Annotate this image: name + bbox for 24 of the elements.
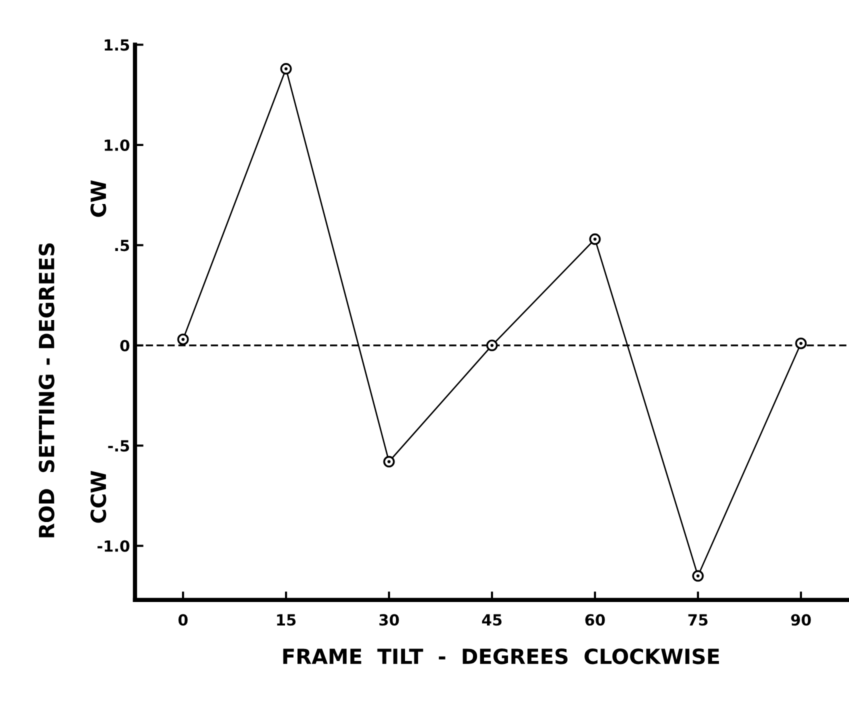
y-axis-title: ROD SETTING - DEGREES [38, 243, 54, 538]
point [177, 334, 189, 346]
x-tick-label: 15 [277, 614, 296, 626]
point [589, 233, 601, 245]
x-tick-label: 75 [688, 614, 708, 626]
point [280, 63, 292, 75]
x-tick-label: 90 [791, 614, 811, 626]
x-axis-title: FRAME TILT - DEGREES CLOCKWISE [283, 648, 719, 664]
point [486, 340, 498, 352]
y-tick-label: 1.0 [104, 139, 130, 151]
point [795, 338, 807, 350]
y-tick-label: 0 [120, 340, 130, 352]
x-tick-label: 45 [482, 614, 502, 626]
y-tick-label: 1.5 [104, 39, 130, 51]
x-tick-label: 60 [585, 614, 605, 626]
y-tick-label: -.5 [108, 440, 130, 452]
point [692, 570, 704, 582]
y-tick-label: .5 [115, 240, 130, 252]
x-tick-label: 0 [178, 614, 188, 626]
y-tick-label: -1.0 [98, 540, 130, 552]
text: CW [90, 180, 106, 217]
x-tick-label: 30 [379, 614, 399, 626]
point [383, 456, 395, 468]
text: CCW [90, 470, 106, 523]
